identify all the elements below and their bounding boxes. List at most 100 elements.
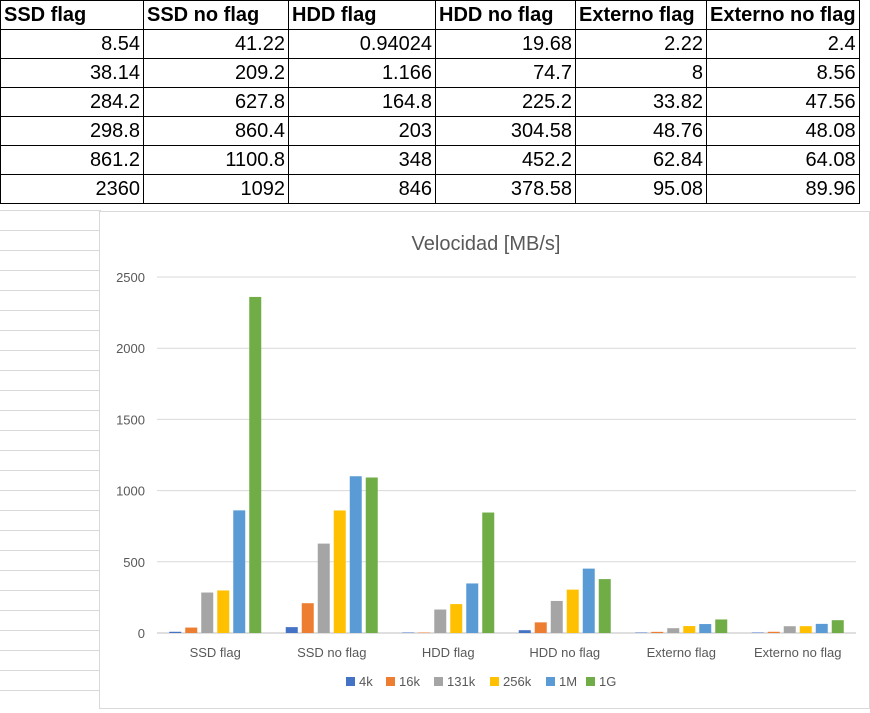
bar-chart: Velocidad [MB/s] 0 500 1000 1500 2000 2500 SS…: [116, 233, 856, 689]
table-cell[interactable]: 48.08: [706, 116, 860, 146]
bar[interactable]: [799, 626, 812, 633]
table-cell[interactable]: 74.7: [435, 58, 576, 88]
legend-label: 1M: [559, 674, 577, 689]
sheet-gridlines: [0, 210, 100, 709]
bar[interactable]: [518, 630, 531, 633]
table-cell[interactable]: 38.14: [0, 58, 144, 88]
bar[interactable]: [233, 510, 246, 633]
table-cell[interactable]: 203: [288, 116, 436, 146]
y-tick-label: 2000: [116, 341, 145, 356]
bar[interactable]: [301, 603, 314, 633]
bar[interactable]: [217, 590, 230, 633]
y-axis-ticks: 0 500 1000 1500 2000 2500: [116, 270, 145, 641]
bar[interactable]: [285, 627, 298, 633]
table-cell[interactable]: 89.96: [706, 174, 860, 204]
table-cell[interactable]: 2360: [0, 174, 144, 204]
bar[interactable]: [815, 623, 828, 633]
table-cell[interactable]: 1100.8: [143, 145, 289, 175]
bar[interactable]: [317, 543, 330, 633]
table-row: 8.54 41.22 0.94024 19.68 2.22 2.4: [0, 29, 860, 59]
bar[interactable]: [482, 512, 495, 633]
table-cell[interactable]: 861.2: [0, 145, 144, 175]
table-cell[interactable]: 47.56: [706, 87, 860, 117]
table-cell[interactable]: 64.08: [706, 145, 860, 175]
table-cell[interactable]: 41.22: [143, 29, 289, 59]
bar[interactable]: [715, 619, 728, 633]
chart-container[interactable]: Velocidad [MB/s] 0 500 1000 1500 2000 2500 SS…: [99, 211, 870, 709]
table-cell[interactable]: 48.76: [575, 116, 707, 146]
bar[interactable]: [767, 631, 780, 633]
bar[interactable]: [534, 622, 547, 633]
bar[interactable]: [365, 477, 378, 633]
table-cell[interactable]: 8: [575, 58, 707, 88]
table-cell[interactable]: 860.4: [143, 116, 289, 146]
bar[interactable]: [751, 632, 764, 634]
bar[interactable]: [418, 632, 431, 634]
chart-title: Velocidad [MB/s]: [412, 233, 561, 255]
bar[interactable]: [185, 627, 198, 633]
header-cell[interactable]: HDD no flag: [435, 0, 576, 30]
table-cell[interactable]: 627.8: [143, 87, 289, 117]
table-cell[interactable]: 2.22: [575, 29, 707, 59]
header-cell[interactable]: Externo flag: [575, 0, 707, 30]
table-cell[interactable]: 209.2: [143, 58, 289, 88]
bar[interactable]: [333, 510, 346, 633]
bar[interactable]: [783, 626, 796, 633]
bar[interactable]: [249, 296, 262, 633]
table-cell[interactable]: 95.08: [575, 174, 707, 204]
legend-swatch: [346, 677, 355, 686]
legend-label: 256k: [503, 674, 532, 689]
table-cell[interactable]: 62.84: [575, 145, 707, 175]
chart-bars: [169, 296, 844, 634]
bar[interactable]: [434, 609, 447, 633]
table-cell[interactable]: 164.8: [288, 87, 436, 117]
header-row: SSD flag SSD no flag HDD flag HDD no fla…: [0, 0, 860, 30]
table-cell[interactable]: 19.68: [435, 29, 576, 59]
table-cell[interactable]: 225.2: [435, 87, 576, 117]
header-cell[interactable]: Externo no flag: [706, 0, 860, 30]
table-cell[interactable]: 846: [288, 174, 436, 204]
bar[interactable]: [598, 579, 611, 633]
table-cell[interactable]: 378.58: [435, 174, 576, 204]
table-cell[interactable]: 8.54: [0, 29, 144, 59]
bar[interactable]: [699, 624, 712, 633]
bar[interactable]: [349, 476, 362, 633]
x-tick-label: Externo no flag: [754, 645, 841, 660]
bar[interactable]: [831, 620, 844, 633]
bar[interactable]: [402, 632, 415, 634]
y-tick-label: 1500: [116, 412, 145, 427]
table-cell[interactable]: 8.56: [706, 58, 860, 88]
table-cell[interactable]: 2.4: [706, 29, 860, 59]
x-tick-label: SSD no flag: [297, 645, 366, 660]
header-cell[interactable]: HDD flag: [288, 0, 436, 30]
table-row: 298.8 860.4 203 304.58 48.76 48.08: [0, 116, 860, 146]
x-tick-label: HDD no flag: [529, 645, 600, 660]
bar[interactable]: [683, 626, 696, 633]
legend-label: 131k: [447, 674, 476, 689]
table-cell[interactable]: 1.166: [288, 58, 436, 88]
table-cell[interactable]: 1092: [143, 174, 289, 204]
table-cell[interactable]: 348: [288, 145, 436, 175]
table-cell[interactable]: 452.2: [435, 145, 576, 175]
bar[interactable]: [550, 600, 563, 633]
table-row: 2360 1092 846 378.58 95.08 89.96: [0, 174, 860, 204]
bar[interactable]: [651, 631, 664, 633]
table-cell[interactable]: 0.94024: [288, 29, 436, 59]
table-cell[interactable]: 284.2: [0, 87, 144, 117]
bar[interactable]: [450, 604, 463, 633]
bar[interactable]: [466, 583, 479, 633]
data-table: SSD flag SSD no flag HDD flag HDD no fla…: [0, 0, 860, 204]
legend-label: 16k: [399, 674, 420, 689]
bar[interactable]: [566, 589, 579, 633]
header-cell[interactable]: SSD flag: [0, 0, 144, 30]
bar[interactable]: [201, 592, 214, 633]
bar[interactable]: [635, 632, 648, 634]
bar[interactable]: [169, 631, 182, 633]
chart-legend: 4k 16k 131k 256k 1M 1G: [346, 674, 616, 689]
bar[interactable]: [667, 628, 680, 633]
table-cell[interactable]: 304.58: [435, 116, 576, 146]
bar[interactable]: [582, 568, 595, 633]
table-cell[interactable]: 298.8: [0, 116, 144, 146]
header-cell[interactable]: SSD no flag: [143, 0, 289, 30]
table-cell[interactable]: 33.82: [575, 87, 707, 117]
